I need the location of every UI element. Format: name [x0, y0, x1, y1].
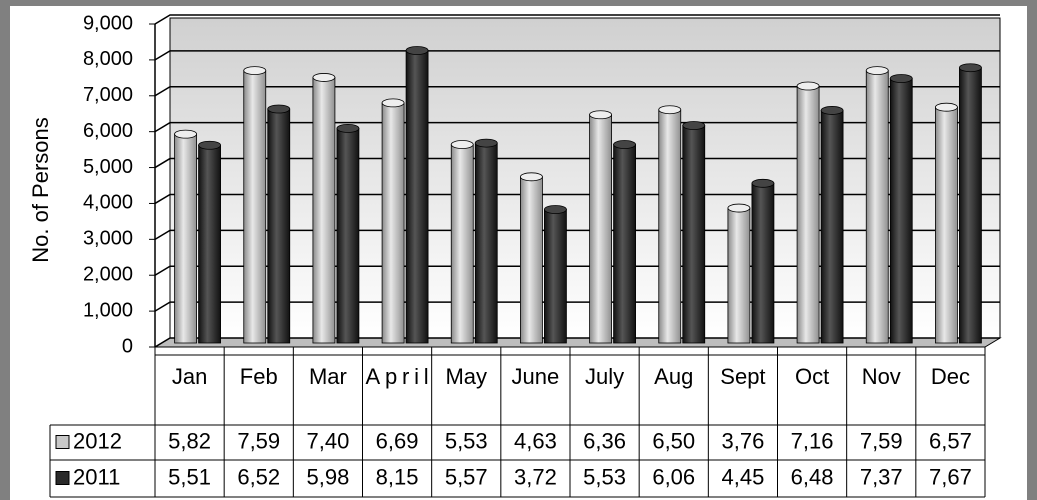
bar — [682, 121, 706, 344]
bar — [727, 203, 751, 344]
y-tick-label: 4,000 — [83, 192, 133, 214]
grid-line — [154, 86, 1000, 97]
y-tick-label: 3,000 — [83, 228, 133, 250]
table-value: 7,16 — [791, 428, 834, 453]
legend-label: 2011 — [73, 464, 120, 489]
x-tick-label: May — [445, 364, 487, 389]
bar — [889, 74, 913, 344]
table-value: 5,53 — [583, 464, 626, 489]
bar — [312, 73, 336, 344]
y-tick-label: 2,000 — [83, 264, 133, 286]
bar — [450, 140, 474, 344]
table-value: 5,57 — [445, 464, 488, 489]
x-tick-label: Nov — [862, 364, 901, 389]
y-tick-label: 8,000 — [83, 48, 133, 70]
bar — [865, 66, 889, 344]
y-axis-label: No. of Persons — [28, 117, 53, 263]
grid-line — [154, 157, 1000, 169]
bar — [336, 123, 360, 344]
legend-label: 2012 — [73, 428, 122, 453]
y-tick-label: 6,000 — [83, 120, 133, 142]
bar — [935, 102, 958, 344]
bar — [751, 178, 775, 344]
table-value: 6,36 — [583, 428, 626, 453]
y-tick-label: 5,000 — [83, 156, 133, 178]
grid-line — [154, 193, 1000, 205]
bar — [267, 104, 291, 344]
bar — [174, 129, 197, 344]
table-value: 7,67 — [929, 464, 972, 489]
x-tick-label: Dec — [931, 364, 970, 389]
y-tick-label: 7,000 — [83, 84, 133, 106]
grid-line — [154, 301, 1000, 312]
table-value: 3,76 — [722, 428, 765, 453]
table-value: 5,53 — [445, 428, 488, 453]
bar — [796, 81, 820, 344]
bar — [820, 106, 844, 344]
bar — [589, 110, 612, 344]
table-value: 7,59 — [860, 428, 903, 453]
table-value: 5,98 — [307, 464, 350, 489]
y-tick-label: 1,000 — [83, 299, 133, 321]
grid-line — [154, 50, 1000, 61]
x-tick-label: Feb — [240, 364, 278, 389]
table-value: 5,51 — [168, 464, 211, 489]
legend-swatch — [55, 435, 70, 449]
bar — [381, 98, 405, 344]
grid-line — [154, 14, 1000, 25]
table-value: 8,15 — [376, 464, 419, 489]
table-value: 6,06 — [652, 464, 695, 489]
table-value: 5,82 — [168, 428, 211, 453]
bar — [658, 105, 682, 344]
table-value: 7,37 — [860, 464, 903, 489]
x-tick-label: Jan — [172, 364, 207, 389]
x-tick-label: Aug — [654, 364, 693, 389]
x-tick-label: June — [512, 364, 560, 389]
table-value: 6,57 — [929, 428, 972, 453]
bar — [544, 205, 567, 344]
bar — [243, 66, 267, 344]
grid-line — [154, 337, 1000, 348]
table-value: 7,59 — [237, 428, 280, 453]
bar — [474, 138, 498, 344]
table-value: 6,52 — [237, 464, 280, 489]
bar — [959, 63, 982, 344]
table-value: 6,48 — [791, 464, 834, 489]
x-tick-label: April — [366, 364, 429, 389]
table-value: 4,63 — [514, 428, 557, 453]
grid-line — [154, 265, 1000, 276]
y-tick-label: 0 — [122, 335, 133, 357]
table-value: 4,45 — [722, 464, 765, 489]
y-tick-label: 9,000 — [83, 12, 133, 34]
table-value: 6,69 — [376, 428, 419, 453]
table-value: 7,40 — [307, 428, 350, 453]
legend-swatch — [55, 471, 70, 485]
bar — [198, 140, 221, 344]
x-tick-label: Sept — [720, 364, 765, 389]
table-value: 3,72 — [514, 464, 557, 489]
grid-line — [154, 229, 1000, 240]
table-value: 6,50 — [652, 428, 695, 453]
x-tick-label: Oct — [795, 364, 829, 389]
x-tick-label: July — [585, 364, 624, 389]
x-tick-label: Mar — [309, 364, 347, 389]
bar — [520, 172, 543, 344]
bar — [405, 46, 429, 344]
grid-line — [154, 121, 1000, 133]
bar — [613, 140, 636, 344]
